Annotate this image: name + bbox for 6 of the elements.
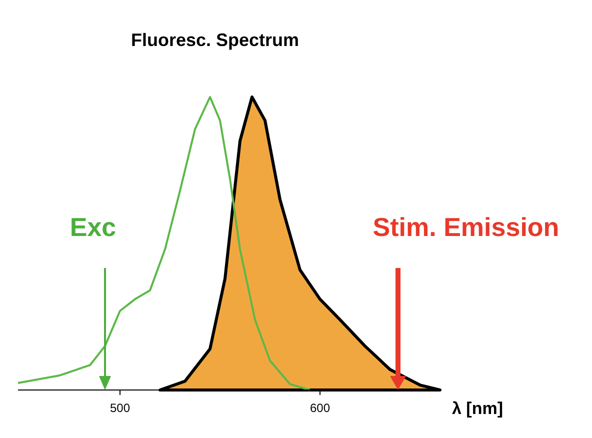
x-tick-label: 500: [110, 401, 130, 415]
annotation: Stim. Emission: [372, 212, 560, 242]
chart-title: Fluoresc. Spectrum: [130, 30, 300, 50]
annotation: Exc: [70, 212, 116, 242]
x-axis-title: λ [nm]: [452, 399, 503, 418]
x-tick-label: 600: [310, 401, 330, 415]
